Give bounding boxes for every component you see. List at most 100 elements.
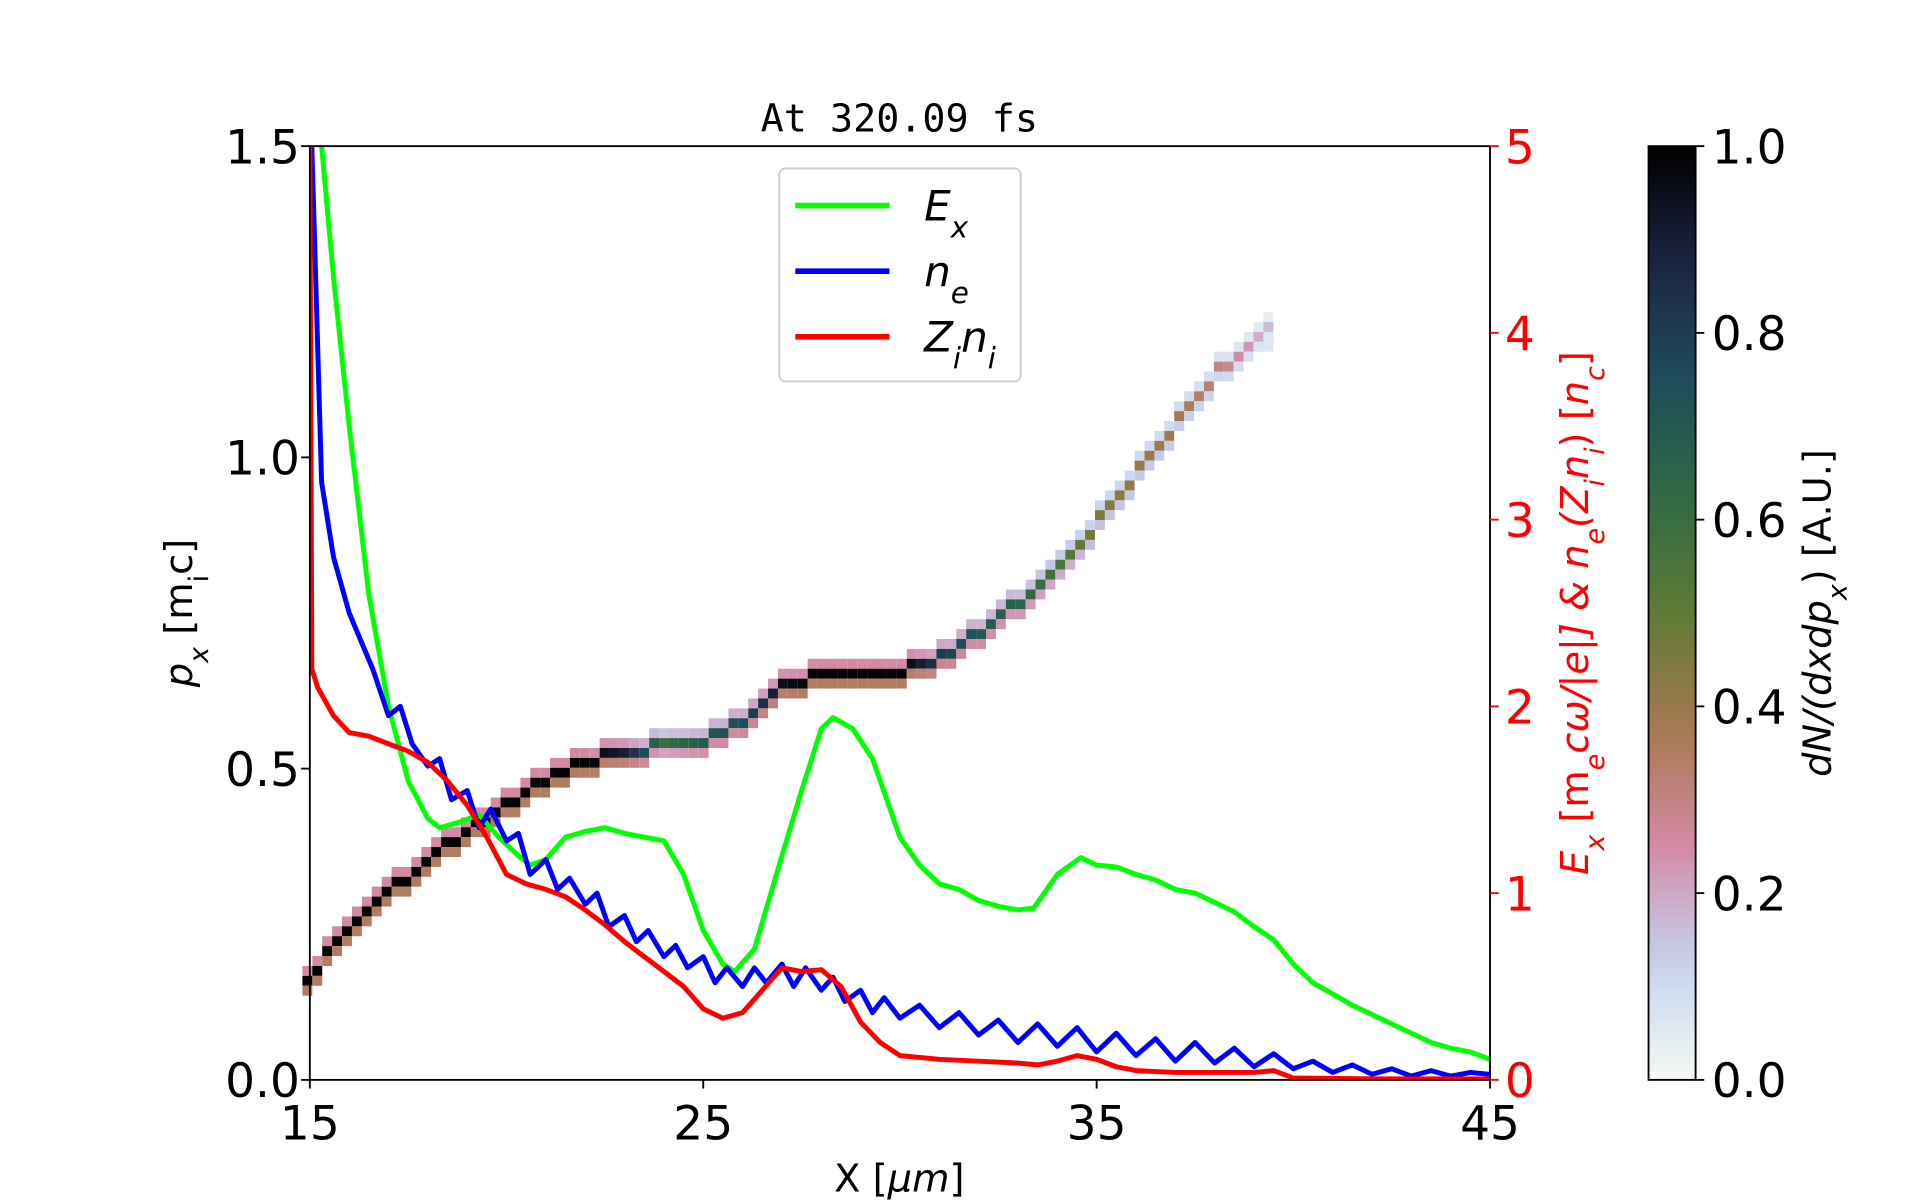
y-axis-label: px [mic] — [157, 539, 214, 688]
heatmap-cell — [847, 658, 858, 669]
heatmap-cell — [1174, 401, 1185, 412]
heatmap-cell — [302, 985, 313, 996]
heatmap-cell — [946, 658, 957, 669]
heatmap-cell — [1144, 450, 1155, 461]
heatmap-cell — [867, 668, 878, 679]
heatmap-cell — [728, 718, 739, 729]
heatmap-cell — [956, 639, 967, 649]
legend-label: ne — [924, 247, 969, 310]
heatmap-cell — [986, 609, 996, 620]
heatmap-cell — [1025, 579, 1036, 590]
y2-tick-label: 1 — [1505, 867, 1535, 922]
heatmap-cell — [569, 757, 580, 768]
heatmap-cell — [946, 648, 957, 659]
heatmap-cell — [441, 847, 452, 857]
heatmap-cell — [668, 747, 679, 758]
heatmap-cell — [371, 896, 382, 907]
heatmap-cell — [1005, 599, 1016, 610]
heatmap-cell — [629, 747, 640, 758]
plot-frame — [308, 145, 1491, 1081]
y-tick-label: 0.0 — [225, 1054, 300, 1109]
heatmap-cell — [1243, 351, 1254, 362]
heatmap-cell — [500, 807, 511, 818]
heatmap-cell — [698, 738, 709, 748]
heatmap-cell — [1085, 520, 1095, 531]
heatmap-cell — [1134, 470, 1145, 481]
heatmap-cell — [431, 847, 442, 857]
heatmap-cell — [550, 777, 560, 788]
heatmap-cell — [1203, 371, 1214, 382]
heatmap-cell — [708, 718, 719, 729]
heatmap-cell — [550, 767, 560, 778]
x-tick-label: 25 — [673, 1096, 733, 1151]
legend-box — [778, 167, 1022, 383]
heatmap-cell — [1164, 430, 1175, 441]
heatmap-cell — [1233, 351, 1244, 362]
heatmap-cell — [678, 738, 689, 748]
heatmap-cell — [351, 916, 362, 927]
heatmap-cell — [451, 827, 461, 838]
heatmap-cell — [391, 866, 402, 877]
heatmap-cell — [916, 668, 927, 679]
heatmap-cell — [639, 757, 650, 768]
heatmap-cell — [520, 787, 531, 798]
series-lines — [309, 146, 1491, 1080]
heatmap-cell — [817, 678, 828, 689]
heatmap-cell — [441, 837, 452, 848]
heatmap-cell — [698, 747, 709, 758]
heatmap-cell — [966, 619, 977, 630]
heatmap-cell — [431, 837, 442, 848]
heatmap-cell — [817, 668, 828, 679]
heatmap-cell — [460, 837, 471, 848]
heatmap-cell — [1223, 371, 1234, 382]
heatmap-cell — [381, 896, 392, 907]
heatmap-cell — [1055, 559, 1066, 570]
heatmap-cell — [837, 678, 848, 689]
heatmap-cell — [332, 926, 343, 937]
heatmap-cell — [371, 906, 382, 917]
heatmap-cell — [649, 738, 660, 748]
heatmap-cell — [332, 946, 343, 957]
heatmap-cell — [896, 658, 907, 669]
heatmap-cell — [896, 678, 907, 689]
heatmap-cell — [946, 639, 957, 649]
heatmap-cell — [312, 965, 323, 976]
heatmap-cell — [1114, 490, 1125, 501]
heatmap-cell — [322, 956, 333, 966]
heatmap-cell — [1124, 490, 1135, 501]
heatmap-cell — [1263, 341, 1274, 352]
heatmap-cell — [1223, 351, 1234, 362]
heatmap-cell — [995, 619, 1006, 630]
heatmap-cell — [1124, 480, 1135, 491]
heatmap-cell — [976, 629, 987, 640]
colorbar-tick-label: 0.2 — [1712, 867, 1787, 922]
heatmap-cell — [1005, 589, 1016, 600]
heatmap-cell — [1025, 589, 1036, 600]
heatmap-cell — [1104, 490, 1115, 501]
heatmap-cell — [877, 668, 887, 679]
heatmap-cell — [827, 668, 838, 679]
heatmap-cell — [1104, 510, 1115, 521]
heatmap-cell — [1263, 312, 1274, 322]
heatmap-cell — [560, 777, 570, 788]
heatmap-cell — [877, 658, 887, 669]
heatmap-cell — [986, 619, 996, 630]
heatmap-cell — [1194, 381, 1204, 392]
heatmap-cell — [1134, 450, 1145, 461]
heatmap-cell — [1253, 341, 1264, 352]
heatmap-cell — [1114, 480, 1125, 491]
heatmap-cell — [1085, 539, 1095, 550]
heatmap-cell — [777, 688, 788, 699]
y2-tick-label: 2 — [1505, 681, 1535, 736]
heatmap-cell — [837, 658, 848, 669]
x-axis-label: X [μm] — [834, 1156, 964, 1200]
heatmap-cell — [986, 629, 996, 640]
heatmap-cell — [1015, 589, 1026, 600]
y2-tick-label: 4 — [1505, 307, 1535, 362]
heatmap-cell — [1075, 549, 1086, 560]
heatmap-cell — [1144, 440, 1155, 451]
heatmap-cell — [480, 807, 491, 818]
